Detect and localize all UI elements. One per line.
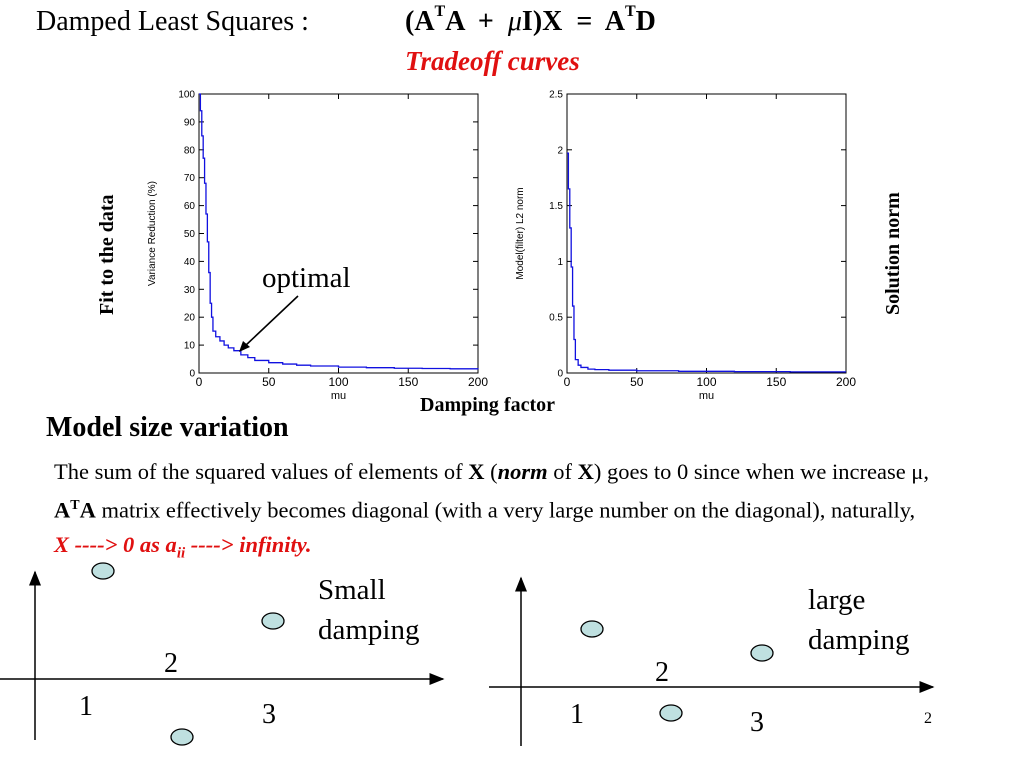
x-tick-label: 0 [196,375,203,389]
explanation-paragraph: The sum of the squared values of element… [54,455,934,570]
y-tick-label: 1.5 [549,201,563,212]
y-tick-label: 20 [184,313,196,324]
y-tick-label: 0.5 [549,313,563,324]
small-damping-points [91,562,285,746]
y-tick-label: 1 [557,257,563,268]
small-damping-axes [0,570,445,740]
label-line: Small [318,574,386,606]
x-tick-label: 100 [696,375,716,389]
y-tick-label: 10 [184,341,196,352]
para-bold: X [577,459,594,484]
y-tick-label: 60 [184,201,196,212]
x-tick-label: 50 [630,375,644,389]
optimal-arrow [239,295,299,352]
plot-frame [566,93,847,374]
solution-norm-chart: 0 0.5 1 1.5 2 2.5 0 50 100 150 200 mu Model(filter) … [515,90,856,403]
solution-norm-axis-label: Solution norm [882,192,904,315]
y-tick-label: 2 [557,145,563,156]
para-sup: T [70,498,80,513]
x-tick-label: 150 [398,375,418,389]
data-point [261,612,285,630]
eq-mu: μ [507,6,522,37]
x-tick-label: 100 [328,375,348,389]
data-point [91,562,115,580]
data-point [170,728,194,746]
para-bold: A [79,497,96,523]
damping-factor-label: Damping factor [420,394,555,416]
large-point-label-2: 2 [655,657,669,688]
para-italic: norm [497,459,548,484]
eq-part: D [635,6,656,37]
equation: (ATA + μI)X = ATD [405,2,656,38]
small-point-label-3: 3 [262,699,276,730]
label-line: damping [808,624,910,656]
para-text: ) goes to 0 since when we increase μ, [593,459,929,484]
y-tick-label: 0 [189,369,195,380]
label-line: large [808,584,866,616]
small-point-label-1: 1 [79,691,93,722]
para-text: The sum of the squared values of element… [54,459,469,484]
fit-axis-label: Fit to the data [96,194,118,315]
eq-sup: T [434,2,446,20]
slide-subtitle: Tradeoff curves [405,46,580,76]
y-tick-label: 100 [178,90,195,101]
y-axis-label: Model(filter) L2 norm [515,187,526,279]
plot-frame [198,93,479,374]
para-text: ( [484,459,498,484]
damping-diagrams [0,562,935,746]
optimal-label: optimal [262,262,351,294]
x-axis-label: mu [699,390,714,402]
y-tick-label: 80 [184,145,196,156]
x-tick-label: 200 [468,375,488,389]
eq-part: (A [405,6,435,37]
x-axis-label: mu [331,390,346,402]
y-tick-label: 90 [184,117,196,128]
y-tick-label: 50 [184,229,196,240]
para-bold: X [468,459,485,484]
data-point [750,644,774,662]
para-red: ----> infinity. [185,531,312,557]
slide-title: Damped Least Squares : [36,6,309,37]
eq-part: A + [445,6,508,37]
x-tick-label: 150 [766,375,786,389]
para-red-sub: ii [176,545,186,561]
eq-part: I)X = A [521,6,625,37]
small-point-label-2: 2 [164,648,178,679]
data-point [580,620,604,638]
variance-reduction-chart: 0 10 20 30 40 50 60 70 80 90 100 0 50 100 150 200 mu Vari… [147,90,488,403]
series-line [567,152,846,373]
data-point [659,704,683,722]
large-damping-axes [489,576,935,746]
y-tick-label: 30 [184,285,196,296]
small-damping-label: Small damping [318,570,420,650]
y-axis-label: Variance Reduction (%) [147,181,158,286]
y-tick-label: 2.5 [549,90,563,101]
x-tick-label: 50 [262,375,276,389]
para-text: of [547,459,578,484]
y-tick-label: 0 [557,369,563,380]
large-damping-label: large damping [808,580,910,660]
para-red: X ----> 0 as a [54,531,177,557]
x-tick-label: 200 [836,375,856,389]
large-damping-points [580,620,774,722]
page-number: 2 [924,710,932,727]
eq-sup: T [625,2,636,20]
label-line: damping [318,614,420,646]
para-bold: A [54,497,71,523]
large-point-label-1: 1 [570,699,584,730]
x-tick-label: 0 [564,375,571,389]
section-heading: Model size variation [46,412,289,443]
large-point-label-3: 3 [750,707,764,738]
y-tick-label: 70 [184,173,196,184]
para-text: matrix effectively becomes diagonal (wit… [95,497,916,523]
series-line [199,93,479,370]
y-tick-label: 40 [184,257,196,268]
